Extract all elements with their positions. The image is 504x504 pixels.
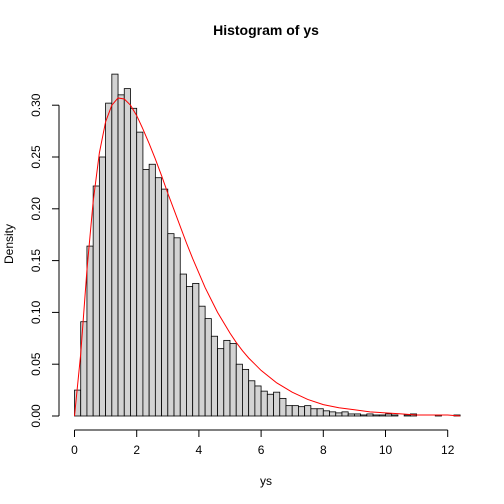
x-tick-label: 8 [320, 443, 327, 457]
y-tick-label: 0.20 [29, 197, 43, 221]
histogram-bar [347, 413, 355, 417]
x-tick-label: 0 [71, 443, 78, 457]
histogram-bar [316, 408, 324, 417]
histogram-bar [123, 88, 131, 417]
histogram-bar [154, 177, 162, 417]
histogram-bar [322, 410, 330, 417]
histogram-bar [161, 188, 169, 417]
histogram-bar [179, 273, 187, 417]
histogram-bar [98, 156, 106, 417]
histogram-bar [248, 380, 256, 417]
histogram-bar [242, 368, 250, 417]
histogram-bar [117, 94, 125, 417]
histogram-bar [142, 169, 150, 417]
histogram-bar [167, 233, 175, 417]
chart-title: Histogram of ys [213, 22, 319, 38]
histogram-bar [86, 245, 94, 417]
histogram-bar [192, 282, 200, 417]
y-axis-label: Density [2, 224, 16, 264]
histogram-bar [217, 348, 225, 417]
histogram-bar [210, 335, 218, 417]
histogram-bar [366, 413, 374, 417]
x-axis: 0 2 4 6 8 10 12 [71, 429, 455, 457]
y-axis: 0.00 0.05 0.10 0.15 0.20 0.25 0.30 [29, 93, 60, 428]
histogram-bar [360, 414, 368, 417]
x-tick-label: 4 [196, 443, 203, 457]
histogram-bar [329, 411, 337, 417]
histogram-bar [391, 414, 399, 417]
x-tick-label: 2 [133, 443, 140, 457]
histogram-bar [335, 412, 343, 417]
x-tick-label: 10 [379, 443, 393, 457]
x-tick-label: 6 [258, 443, 265, 457]
histogram-bar [111, 73, 119, 417]
y-tick-label: 0.10 [29, 300, 43, 324]
histogram-bar [279, 397, 287, 417]
histogram-bar [285, 405, 293, 417]
x-axis-label: ys [260, 474, 272, 488]
y-tick-label: 0.15 [29, 249, 43, 273]
x-tick-label: 12 [441, 443, 455, 457]
y-tick-label: 0.05 [29, 352, 43, 376]
histogram-bar [105, 102, 113, 417]
histogram-bar [291, 405, 299, 417]
histogram-bars [74, 73, 461, 417]
histogram-bar [304, 405, 312, 417]
histogram-bar [341, 411, 349, 417]
y-tick-label: 0.25 [29, 145, 43, 169]
histogram-bar [204, 318, 212, 417]
histogram-bar [372, 414, 380, 417]
histogram-bar [266, 393, 274, 417]
histogram-bar [310, 408, 318, 417]
histogram-bar [254, 385, 262, 417]
histogram-bar [353, 413, 362, 417]
histogram-bar [148, 163, 156, 417]
histogram-bar [223, 339, 231, 417]
histogram-bar [378, 414, 386, 417]
histogram-bar [298, 406, 306, 417]
histogram-bar [186, 286, 194, 417]
histogram-bar [136, 131, 144, 417]
histogram-bar [385, 413, 393, 417]
y-tick-label: 0.30 [29, 93, 43, 117]
histogram-bar [173, 237, 181, 417]
histogram-bar [130, 107, 138, 417]
histogram-bar [198, 305, 206, 417]
y-tick-label: 0.00 [29, 404, 43, 428]
density-curve [74, 97, 461, 417]
histogram-bar [273, 391, 281, 417]
histogram-bar [260, 390, 268, 417]
histogram-bar [229, 343, 237, 417]
histogram-bar [92, 185, 100, 417]
histogram-bar [235, 363, 243, 417]
histogram-bar [403, 414, 411, 417]
